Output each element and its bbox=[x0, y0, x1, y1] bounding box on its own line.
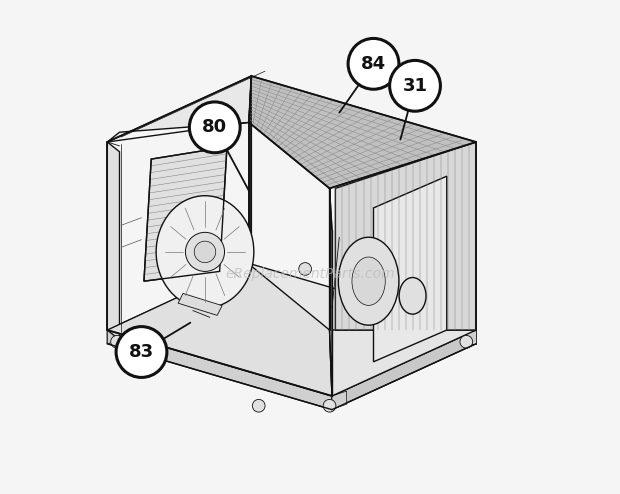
Polygon shape bbox=[249, 76, 476, 188]
Polygon shape bbox=[249, 76, 251, 264]
Polygon shape bbox=[107, 325, 122, 344]
Polygon shape bbox=[107, 330, 332, 410]
Polygon shape bbox=[332, 391, 347, 409]
Polygon shape bbox=[330, 188, 332, 396]
Text: eReplacementParts.com: eReplacementParts.com bbox=[225, 267, 395, 281]
Circle shape bbox=[189, 102, 240, 153]
Text: 31: 31 bbox=[402, 77, 428, 95]
Polygon shape bbox=[107, 76, 251, 142]
Text: 83: 83 bbox=[129, 343, 154, 361]
Circle shape bbox=[116, 327, 167, 377]
Circle shape bbox=[323, 399, 336, 412]
Circle shape bbox=[111, 335, 123, 348]
Polygon shape bbox=[178, 293, 222, 315]
Polygon shape bbox=[373, 176, 447, 362]
Polygon shape bbox=[330, 330, 476, 396]
Polygon shape bbox=[107, 264, 332, 396]
Polygon shape bbox=[335, 142, 476, 330]
Text: 84: 84 bbox=[361, 55, 386, 73]
Text: 80: 80 bbox=[202, 119, 228, 136]
Ellipse shape bbox=[339, 237, 399, 325]
Circle shape bbox=[348, 39, 399, 89]
Polygon shape bbox=[464, 330, 476, 344]
Circle shape bbox=[252, 399, 265, 412]
Ellipse shape bbox=[399, 278, 426, 314]
Polygon shape bbox=[332, 330, 476, 410]
Polygon shape bbox=[107, 142, 120, 340]
Ellipse shape bbox=[156, 196, 254, 308]
Circle shape bbox=[194, 241, 216, 263]
Circle shape bbox=[460, 335, 472, 348]
Circle shape bbox=[299, 263, 311, 275]
Polygon shape bbox=[107, 264, 476, 396]
Polygon shape bbox=[144, 147, 227, 281]
Ellipse shape bbox=[352, 257, 385, 305]
Circle shape bbox=[389, 60, 440, 111]
Circle shape bbox=[185, 232, 224, 271]
